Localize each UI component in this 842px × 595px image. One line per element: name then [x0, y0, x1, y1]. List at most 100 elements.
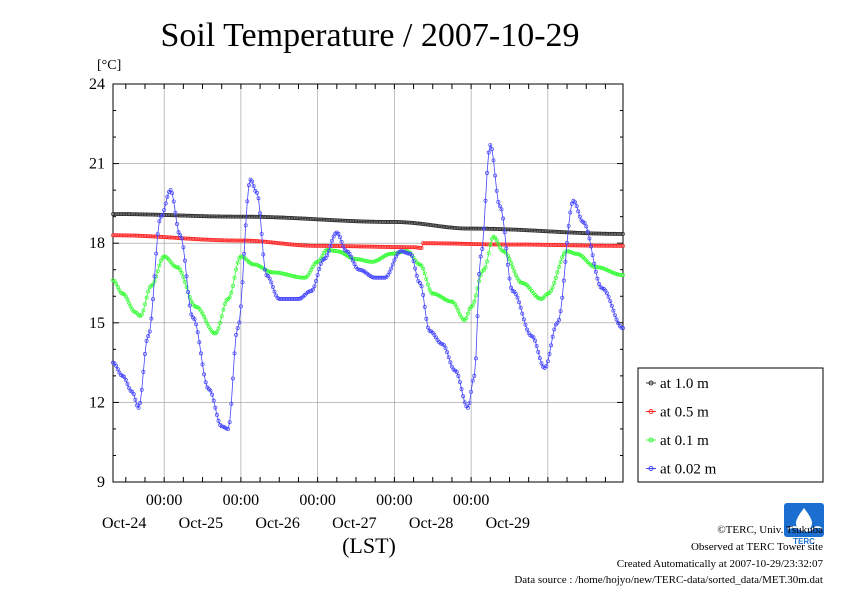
data-point: [459, 387, 464, 392]
data-point: [165, 194, 170, 199]
data-point: [230, 283, 235, 288]
data-point: [497, 204, 502, 209]
data-point: [224, 426, 229, 431]
footer-observed: Observed at TERC Tower site: [691, 541, 823, 553]
data-point: [504, 246, 509, 251]
data-point: [475, 314, 480, 319]
data-point: [472, 299, 477, 304]
data-point: [467, 401, 472, 405]
data-point: [568, 210, 573, 215]
data-point: [473, 356, 478, 361]
data-point: [176, 230, 181, 235]
x-date-label: Oct-27: [332, 515, 376, 532]
data-point: [339, 239, 344, 244]
data-point: [621, 231, 625, 236]
data-point: [544, 364, 549, 369]
data-point: [160, 212, 165, 217]
data-point: [270, 285, 275, 289]
series-line: [112, 236, 624, 334]
data-point: [330, 238, 334, 243]
data-point: [309, 267, 314, 272]
data-point: [502, 230, 507, 235]
data-point: [512, 269, 517, 274]
data-point: [485, 170, 490, 175]
data-point: [216, 418, 221, 423]
x-date-label: Oct-24: [102, 515, 146, 532]
data-point: [536, 350, 541, 354]
data-point: [155, 269, 160, 274]
data-point: [141, 369, 146, 374]
data-point: [493, 173, 498, 178]
data-point: [555, 320, 560, 325]
data-point: [577, 214, 582, 219]
data-point: [609, 303, 614, 308]
data-point: [146, 289, 151, 294]
data-point: [539, 361, 544, 366]
data-point: [219, 424, 224, 429]
data-point: [414, 273, 419, 278]
data-point: [560, 295, 565, 300]
data-point: [421, 292, 426, 297]
data-point: [419, 263, 424, 268]
data-point: [507, 276, 512, 281]
data-point: [203, 380, 208, 385]
data-point: [424, 277, 429, 281]
data-point: [457, 380, 462, 384]
data-point: [195, 330, 200, 335]
data-point: [593, 269, 598, 274]
data-point: [619, 243, 624, 248]
data-point: [315, 273, 320, 277]
data-point: [621, 243, 625, 248]
data-point: [122, 374, 127, 379]
data-point: [394, 254, 398, 259]
data-point: [187, 294, 192, 299]
wave-icon: [787, 526, 823, 532]
data-point: [127, 300, 131, 305]
legend-item: at 0.1 m: [646, 433, 709, 449]
data-point: [488, 242, 493, 247]
data-point: [426, 325, 430, 330]
data-point: [461, 394, 466, 399]
data-point: [386, 273, 390, 278]
data-point: [470, 303, 475, 308]
legend-item: at 0.02 m: [646, 462, 717, 478]
data-point: [501, 216, 506, 221]
data-point: [582, 221, 587, 226]
data-point: [235, 260, 240, 265]
data-point: [182, 279, 187, 284]
data-point: [456, 374, 461, 378]
data-point: [494, 188, 499, 193]
data-point: [178, 267, 183, 272]
data-point: [549, 288, 554, 293]
data-point: [595, 276, 600, 281]
data-point: [123, 377, 128, 382]
data-point: [227, 420, 232, 425]
data-point: [171, 199, 176, 204]
data-point: [325, 253, 330, 258]
data-point: [310, 287, 315, 292]
data-point: [173, 210, 178, 215]
data-point: [521, 317, 526, 322]
data-point: [553, 275, 558, 280]
data-point: [589, 244, 593, 249]
terc-logo: TERC: [784, 503, 824, 546]
data-point: [194, 322, 199, 327]
data-point: [170, 191, 175, 196]
footer-copyright: ©TERC, Univ. Tsukuba: [717, 524, 823, 536]
legend-label: at 1.0 m: [660, 376, 709, 392]
data-point: [552, 327, 557, 332]
data-point: [163, 201, 168, 206]
data-point: [419, 246, 424, 250]
data-point: [328, 243, 333, 248]
data-point: [561, 278, 566, 283]
data-point: [349, 254, 354, 259]
y-axis: 9 12 15 18 21 24: [89, 76, 623, 491]
data-point: [457, 312, 462, 317]
data-point: [584, 224, 589, 229]
legend: at 1.0 m at 0.5 m at 0.1 m at 0.02 m: [637, 367, 824, 483]
data-point: [123, 294, 128, 299]
data-point: [174, 222, 179, 226]
data-point: [218, 320, 223, 325]
series-line: [112, 143, 624, 430]
data-point: [139, 312, 144, 317]
